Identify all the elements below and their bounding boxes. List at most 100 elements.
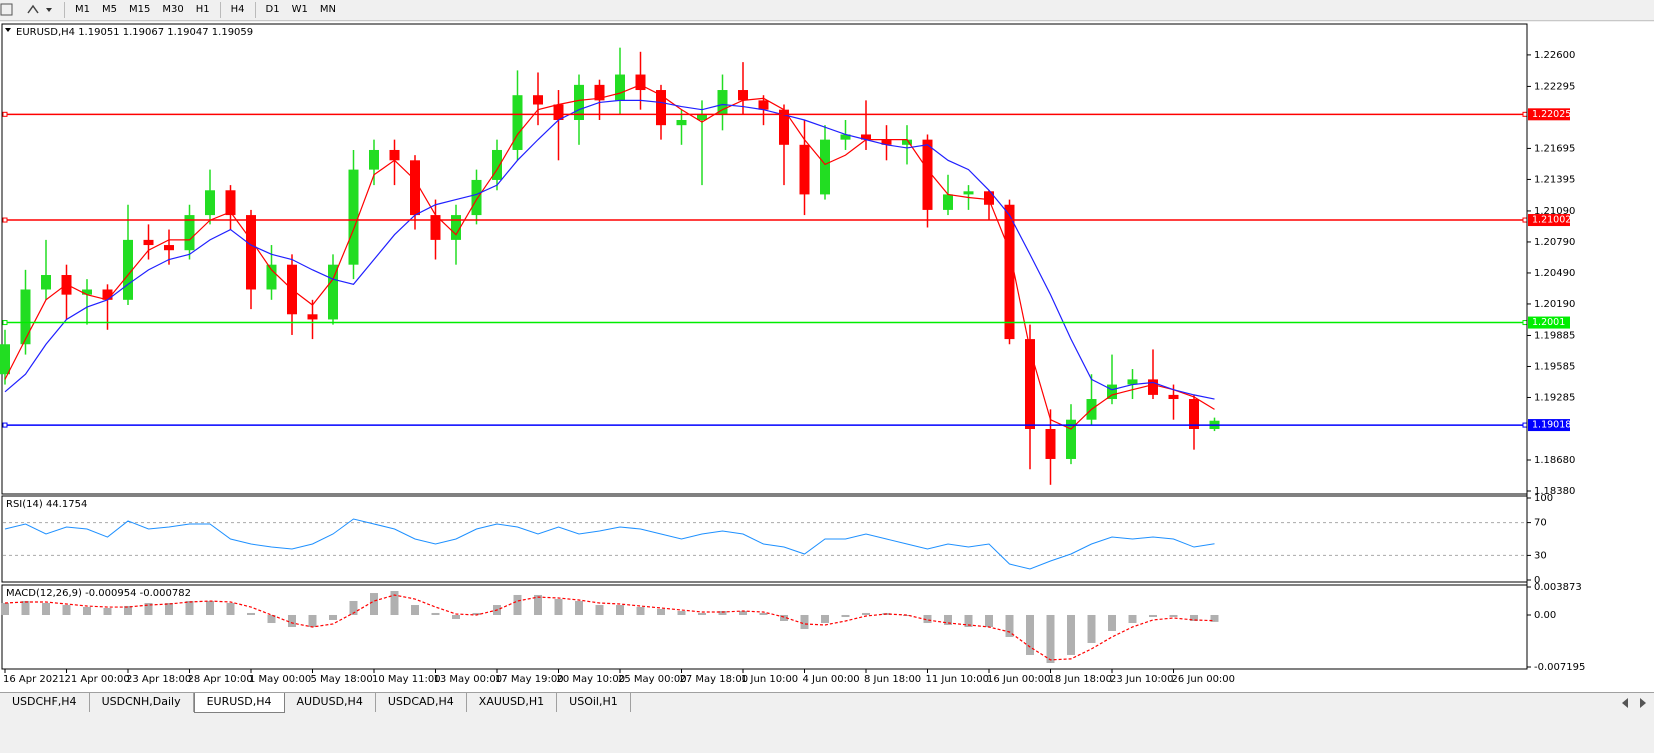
symbol-tab[interactable]: USDCNH,Daily	[89, 693, 194, 712]
macd-bar	[1149, 614, 1157, 618]
macd-bar	[677, 611, 686, 615]
candle-body	[41, 275, 51, 290]
candle-body	[943, 194, 953, 210]
macd-bar	[411, 605, 419, 615]
macd-bar	[247, 612, 255, 615]
x-tick-label: 8 Jun 18:00	[864, 674, 921, 685]
candle-body	[656, 90, 666, 126]
scroll-right[interactable]	[1640, 698, 1646, 708]
level-anchor	[1522, 111, 1528, 117]
macd-bar	[103, 607, 112, 615]
macd-bar	[267, 614, 276, 624]
macd-bar	[1005, 614, 1014, 637]
scroll-left[interactable]	[1622, 698, 1628, 708]
candle-body	[1045, 428, 1056, 459]
timeframe-button[interactable]: H4	[230, 4, 245, 15]
moving-average	[4, 84, 1215, 430]
macd-bar	[534, 594, 542, 615]
x-tick-label: 10 May 11:00	[372, 674, 441, 685]
candle-body	[123, 239, 133, 300]
level-label-bg	[1528, 316, 1570, 329]
timeframe-button[interactable]: M30	[162, 4, 184, 15]
tab-scroll[interactable]	[1614, 693, 1654, 713]
macd-bar	[821, 614, 829, 624]
timeframe-button[interactable]: D1	[265, 4, 280, 15]
macd-bar	[370, 593, 378, 615]
candle-body	[574, 84, 584, 121]
candle-body	[922, 139, 933, 210]
candle-body	[902, 139, 912, 145]
candle-body	[738, 90, 748, 101]
candle-body	[82, 289, 92, 295]
candle-body	[20, 289, 31, 345]
macd-bar	[718, 611, 727, 615]
level-label: 1.19018	[1532, 420, 1571, 431]
x-tick-label: 17 May 19:00	[495, 674, 564, 685]
candle-body	[615, 74, 625, 101]
macd-bar	[595, 605, 604, 615]
macd-bar	[636, 606, 645, 615]
candle-body	[492, 149, 502, 180]
symbol-tab[interactable]: EURUSD,H4	[193, 693, 285, 713]
x-tick-label: 1 Jun 10:00	[741, 674, 798, 685]
macd-bar	[1087, 614, 1096, 643]
y-tick-label: 1.19585	[1534, 361, 1575, 372]
symbol-tab[interactable]: USOil,H1	[557, 693, 631, 712]
macd-bar	[329, 614, 337, 620]
macd-bar	[1128, 614, 1137, 624]
level-anchor	[2, 111, 8, 117]
level-label-bg	[1528, 214, 1570, 227]
candle-body	[717, 90, 728, 115]
chart-window: EURUSD,H4 1.19051 1.19067 1.19047 1.1905…	[0, 22, 1654, 692]
candle-body	[451, 215, 461, 240]
candle-body	[553, 104, 564, 121]
macd-bar	[616, 605, 624, 615]
candle-body	[820, 139, 830, 195]
timeframe-button[interactable]: H1	[195, 4, 210, 15]
candle-body	[1148, 379, 1158, 395]
candle-body	[697, 114, 707, 121]
macd-bar	[21, 600, 30, 615]
x-tick-label: 23 Apr 18:00	[126, 674, 191, 685]
candle-body	[861, 134, 871, 140]
candle-body	[881, 139, 892, 145]
timeframe-button[interactable]: M15	[129, 4, 151, 15]
y-tick-label: 0.00	[1534, 610, 1556, 621]
candle-body	[1127, 379, 1138, 385]
macd-signal	[4, 594, 1215, 661]
timeframe-button[interactable]: W1	[291, 4, 308, 15]
macd-bar	[923, 614, 932, 624]
timeframe-button[interactable]: M1	[75, 4, 90, 15]
candle-body	[635, 74, 646, 91]
y-tick-label: 1.18380	[1534, 486, 1575, 497]
symbol-tab[interactable]: XAUUSD,H1	[466, 693, 558, 712]
y-tick-label: 1.19285	[1534, 392, 1575, 403]
macd-bar	[1067, 614, 1075, 655]
timeframe-button[interactable]: MN	[319, 4, 336, 15]
panel-title: RSI(14) 44.1754	[6, 499, 87, 510]
macd-bar	[1046, 614, 1055, 663]
macd-bar	[841, 614, 850, 618]
level-label: 1.22025	[1532, 109, 1571, 120]
macd-bar	[944, 614, 952, 625]
macd-bar	[1108, 614, 1116, 631]
y-tick-label: 30	[1534, 550, 1547, 561]
candle-body	[1107, 384, 1117, 400]
y-tick-label: 1.19885	[1534, 330, 1575, 341]
symbol-tab[interactable]: USDCHF,H4	[0, 693, 90, 712]
macd-bar	[1169, 614, 1178, 618]
macd-bar	[1210, 614, 1219, 622]
macd-bar	[1, 602, 9, 615]
level-anchor	[2, 422, 8, 428]
x-tick-label: 21 Apr 00:00	[65, 674, 130, 685]
timeframe-button[interactable]: M5	[102, 4, 117, 15]
macd-bar	[903, 614, 911, 617]
candle-body	[1189, 399, 1199, 429]
macd-bar	[800, 614, 809, 630]
symbol-tab[interactable]: USDCAD,H4	[375, 693, 467, 712]
macd-bar	[185, 600, 194, 615]
symbol-tab[interactable]: AUDUSD,H4	[284, 693, 376, 712]
candle-body	[328, 264, 338, 320]
macd-bar	[62, 605, 71, 615]
level-label-bg	[1528, 419, 1570, 432]
